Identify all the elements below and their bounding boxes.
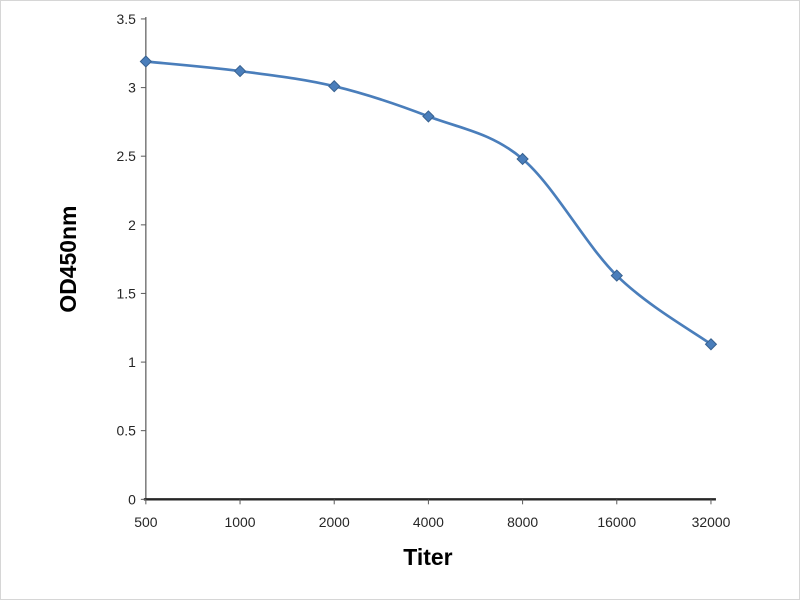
data-point-marker — [422, 110, 435, 123]
y-tick-label: 0.5 — [116, 423, 136, 439]
plot-area: 0 0.5 1 1.5 2 2.5 3 3.5 500 1000 2000 4000 8000 16000… — [116, 11, 730, 530]
data-point-marker — [139, 55, 153, 68]
x-tick-label: 8000 — [507, 514, 538, 530]
data-point-marker — [516, 152, 529, 166]
x-tick-label: 2000 — [319, 514, 350, 530]
y-tick-label: 2 — [128, 217, 136, 233]
y-tick-label: 2.5 — [116, 148, 136, 164]
data-point-marker — [233, 64, 247, 78]
series-line — [144, 60, 713, 346]
x-tick-label: 4000 — [413, 514, 444, 530]
x-tick-label: 32000 — [692, 514, 731, 530]
data-point-marker — [610, 269, 623, 282]
y-tick-label: 1 — [128, 354, 136, 370]
x-tick-label: 500 — [134, 514, 158, 530]
y-tick-label: 3 — [128, 80, 136, 96]
y-tick-label: 0 — [128, 491, 136, 507]
y-tick-label: 3.5 — [116, 11, 136, 27]
y-tick-label: 1.5 — [116, 285, 136, 301]
data-point-marker — [704, 338, 718, 351]
x-axis-title: Titer — [403, 544, 452, 570]
x-tick-label: 1000 — [225, 514, 256, 530]
y-axis-title: OD450nm — [55, 206, 81, 313]
data-point-marker — [328, 80, 341, 93]
x-tick-label: 16000 — [597, 514, 636, 530]
